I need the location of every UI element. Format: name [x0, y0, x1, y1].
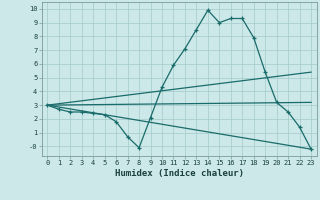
X-axis label: Humidex (Indice chaleur): Humidex (Indice chaleur) — [115, 169, 244, 178]
